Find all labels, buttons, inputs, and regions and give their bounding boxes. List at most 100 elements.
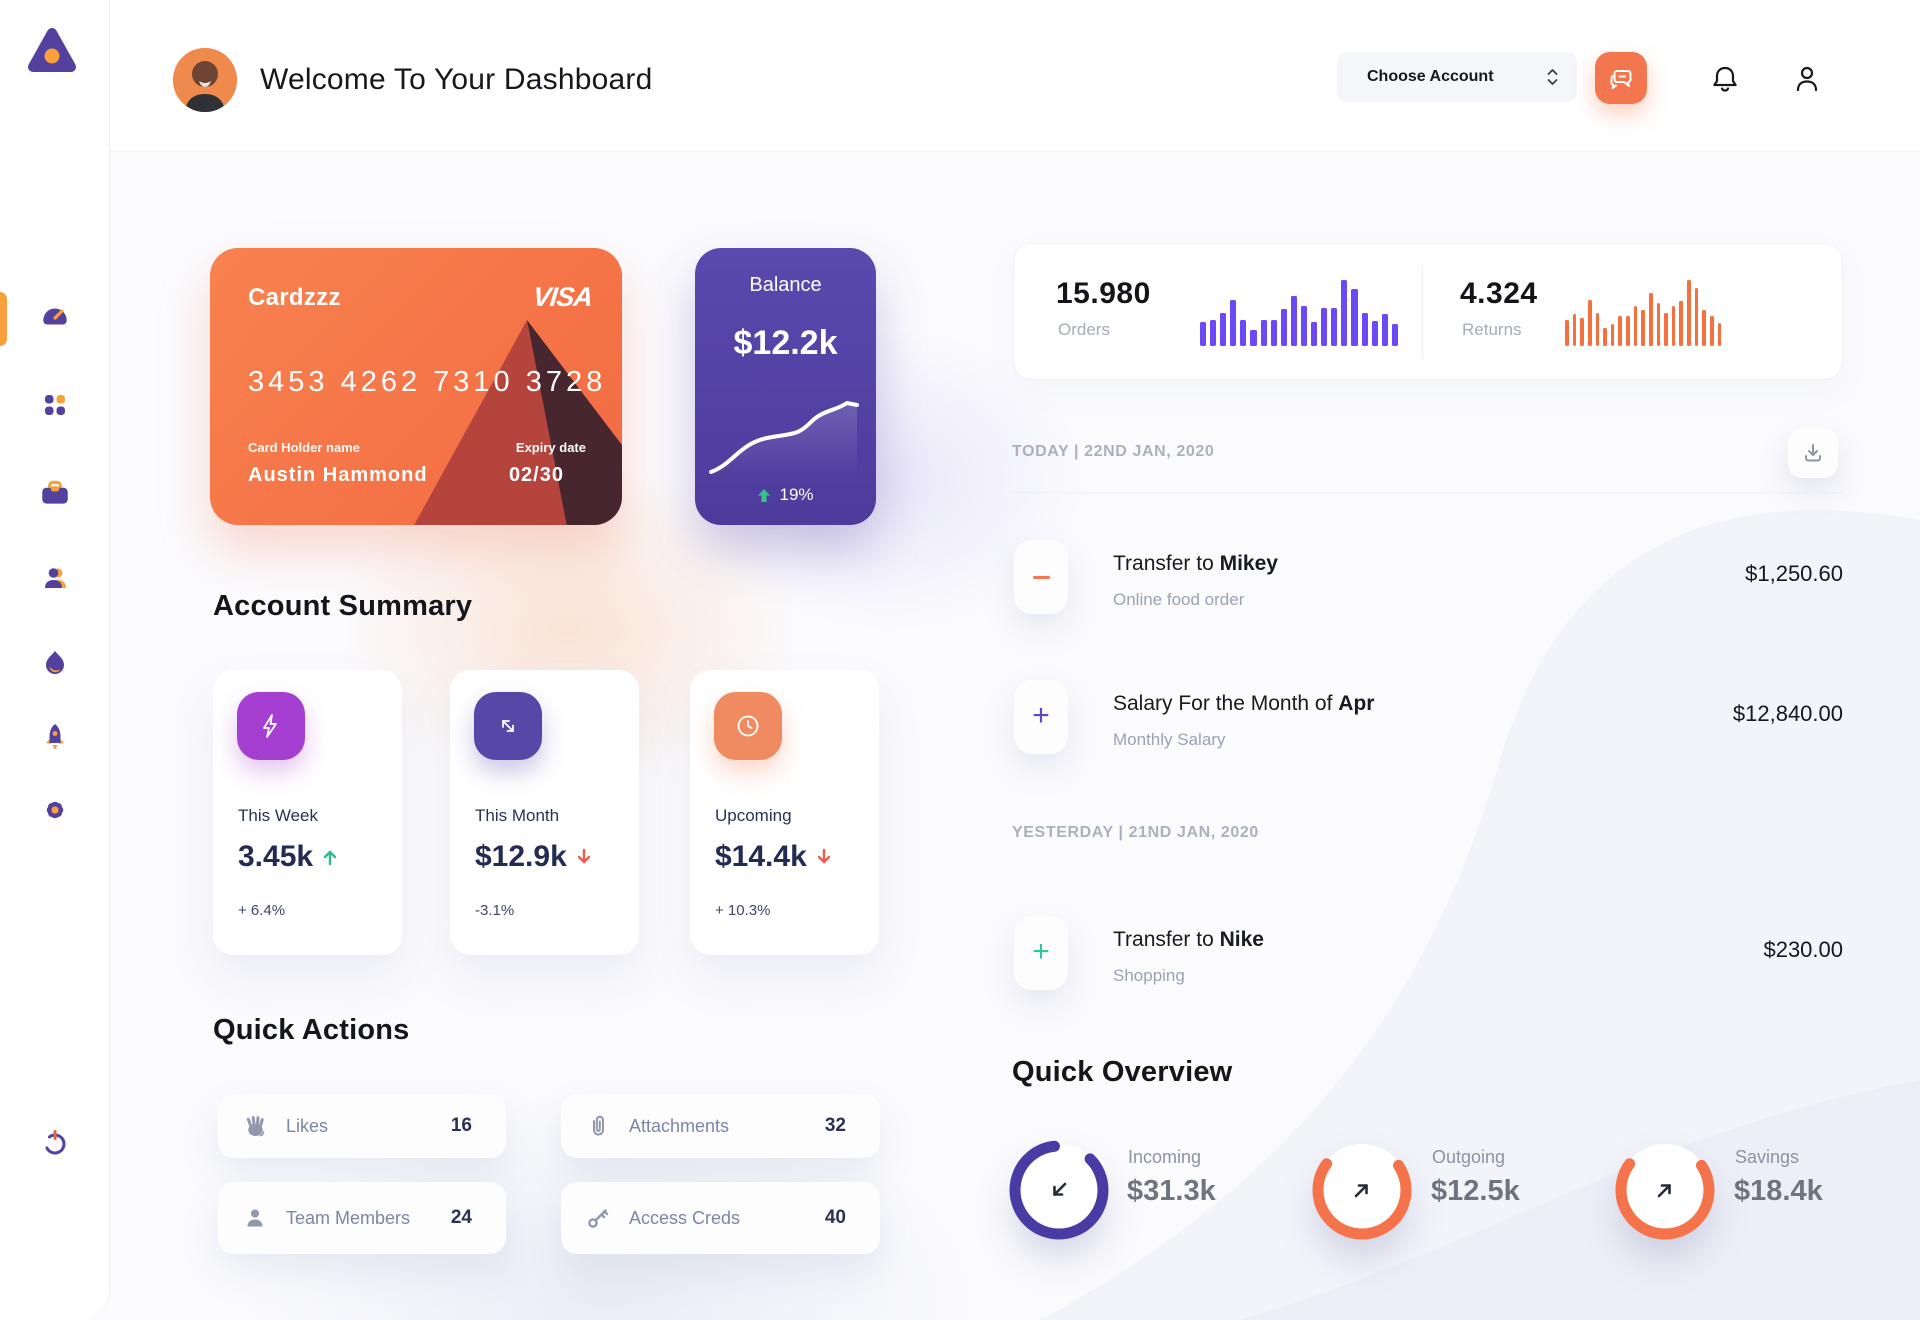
- orders-value: 15.980: [1056, 277, 1151, 310]
- notifications-button[interactable]: [1708, 62, 1742, 96]
- tx-row-nike[interactable]: + Transfer to Nike Shopping $230.00: [1012, 916, 1843, 992]
- tx-minus-icon: [1014, 540, 1068, 614]
- quick-action-access-creds[interactable]: Access Creds 40: [561, 1182, 880, 1254]
- speedometer-icon: [43, 308, 67, 325]
- quick-action-likes[interactable]: Likes 16: [218, 1094, 506, 1158]
- pyramid-graphic: [414, 320, 622, 525]
- summary-value: $12.9k: [475, 840, 592, 874]
- arrow-down-left-icon: [1053, 1182, 1067, 1196]
- arrow-up-right-icon: [1354, 1184, 1368, 1198]
- tx-title: Transfer to Mikey: [1113, 552, 1278, 575]
- chevron-up-down-icon: [1547, 69, 1558, 85]
- sidebar-item-settings[interactable]: [33, 788, 77, 832]
- paperclip-icon: [593, 1115, 604, 1136]
- sidebar-item-work[interactable]: [33, 471, 77, 515]
- header: Welcome To Your Dashboard Choose Account: [110, 0, 1920, 152]
- credit-card: Cardzzz VISA 3453 4262 7310 3728 Card Ho…: [210, 248, 622, 525]
- summary-value: $14.4k: [715, 840, 832, 874]
- page-title: Welcome To Your Dashboard: [260, 63, 653, 96]
- hand-wave-icon: [246, 1116, 265, 1137]
- quick-action-count: 16: [450, 1115, 472, 1136]
- sidebar-item-dashboard[interactable]: [33, 295, 77, 339]
- summary-label: This Week: [238, 806, 318, 825]
- quick-action-label: Access Creds: [629, 1207, 741, 1228]
- visa-logo: VISA: [531, 282, 594, 312]
- tx-amount: $230.00: [1763, 937, 1843, 962]
- incoming-label: Incoming: [1128, 1147, 1202, 1167]
- briefcase-icon: [42, 480, 68, 504]
- up-arrow-icon: [758, 488, 771, 502]
- orders-bar-chart: [1200, 280, 1398, 346]
- summary-change: -3.1%: [475, 902, 515, 919]
- outgoing-value: $12.5k: [1431, 1175, 1520, 1207]
- tx-group-date-yesterday: YESTERDAY | 21ND JAN, 2020: [1012, 824, 1259, 841]
- key-icon: [588, 1209, 609, 1228]
- tx-title: Transfer to Nike: [1113, 928, 1264, 951]
- sidebar-item-users[interactable]: [33, 556, 77, 600]
- tx-divider: [1012, 492, 1843, 493]
- download-icon: [1805, 444, 1821, 462]
- summary-card-upcoming: Upcoming $14.4k + 10.3%: [690, 670, 879, 955]
- account-dropdown-label: Choose Account: [1367, 68, 1494, 85]
- returns-bar-chart: [1565, 280, 1722, 346]
- summary-value: 3.45k: [238, 840, 338, 874]
- orders-returns-card: 15.980 Orders 4.324 Returns: [1013, 243, 1843, 380]
- trend-arrow-icon: [502, 720, 514, 732]
- tx-plus-icon: +: [1014, 680, 1068, 754]
- stats-divider: [1422, 267, 1423, 358]
- orders-label: Orders: [1058, 320, 1110, 339]
- outgoing-label: Outgoing: [1432, 1147, 1506, 1167]
- quick-action-label: Team Members: [286, 1207, 411, 1228]
- download-statement-button[interactable]: [1788, 428, 1838, 478]
- messages-button[interactable]: [1595, 52, 1647, 104]
- sidebar-item-activity[interactable]: [33, 641, 77, 685]
- sidebar: [0, 0, 110, 1320]
- tx-subtitle: Online food order: [1113, 590, 1245, 609]
- person-icon: [1796, 66, 1818, 92]
- account-dropdown[interactable]: Choose Account: [1337, 52, 1577, 102]
- sidebar-item-logout[interactable]: [33, 1120, 77, 1164]
- gear-icon: [46, 801, 64, 819]
- profile-button[interactable]: [1790, 62, 1824, 96]
- summary-change: + 10.3%: [715, 902, 771, 919]
- trend-up-icon: [323, 850, 337, 866]
- balance-card: Balance $12.2k 19%: [695, 248, 876, 525]
- bell-icon: [1713, 66, 1737, 92]
- power-icon: [44, 1130, 66, 1155]
- trend-down-icon: [577, 848, 590, 864]
- card-expiry-value: 02/30: [508, 464, 564, 486]
- summary-card-this-month: This Month $12.9k -3.1%: [450, 670, 639, 955]
- card-holder-label: Card Holder name: [248, 440, 360, 455]
- user-avatar[interactable]: [173, 48, 237, 112]
- summary-label: This Month: [475, 806, 560, 825]
- returns-label: Returns: [1462, 320, 1522, 339]
- trend-down-icon: [817, 848, 830, 864]
- sidebar-item-apps[interactable]: [33, 383, 77, 427]
- lightning-icon: [263, 714, 277, 738]
- flame-icon: [46, 651, 64, 674]
- savings-value: $18.4k: [1734, 1175, 1823, 1207]
- sidebar-item-launch[interactable]: [33, 715, 77, 759]
- rocket-icon: [46, 724, 64, 750]
- clock-icon: [737, 715, 759, 737]
- tx-subtitle: Monthly Salary: [1113, 730, 1226, 749]
- tx-row-salary[interactable]: + Salary For the Month of Apr Monthly Sa…: [1012, 680, 1843, 756]
- quick-action-count: 32: [824, 1115, 846, 1136]
- arrow-up-right-icon: [1657, 1184, 1671, 1198]
- tx-row-mikey[interactable]: Transfer to Mikey Online food order $1,2…: [1012, 540, 1843, 616]
- tx-subtitle: Shopping: [1113, 966, 1185, 985]
- quick-action-count: 40: [824, 1207, 846, 1228]
- chat-icon: [1610, 70, 1632, 89]
- outgoing-ring: [1307, 1135, 1417, 1245]
- card-name: Cardzzz: [248, 284, 341, 311]
- quick-action-attachments[interactable]: Attachments 32: [561, 1094, 880, 1158]
- summary-card-this-week: This Week 3.45k + 6.4%: [213, 670, 402, 955]
- quick-action-team-members[interactable]: Team Members 24: [218, 1182, 506, 1254]
- incoming-ring: [1004, 1135, 1114, 1245]
- active-nav-indicator: [0, 292, 7, 346]
- user-icon: [45, 568, 66, 588]
- app-logo[interactable]: [24, 24, 80, 80]
- quick-action-count: 24: [450, 1207, 472, 1228]
